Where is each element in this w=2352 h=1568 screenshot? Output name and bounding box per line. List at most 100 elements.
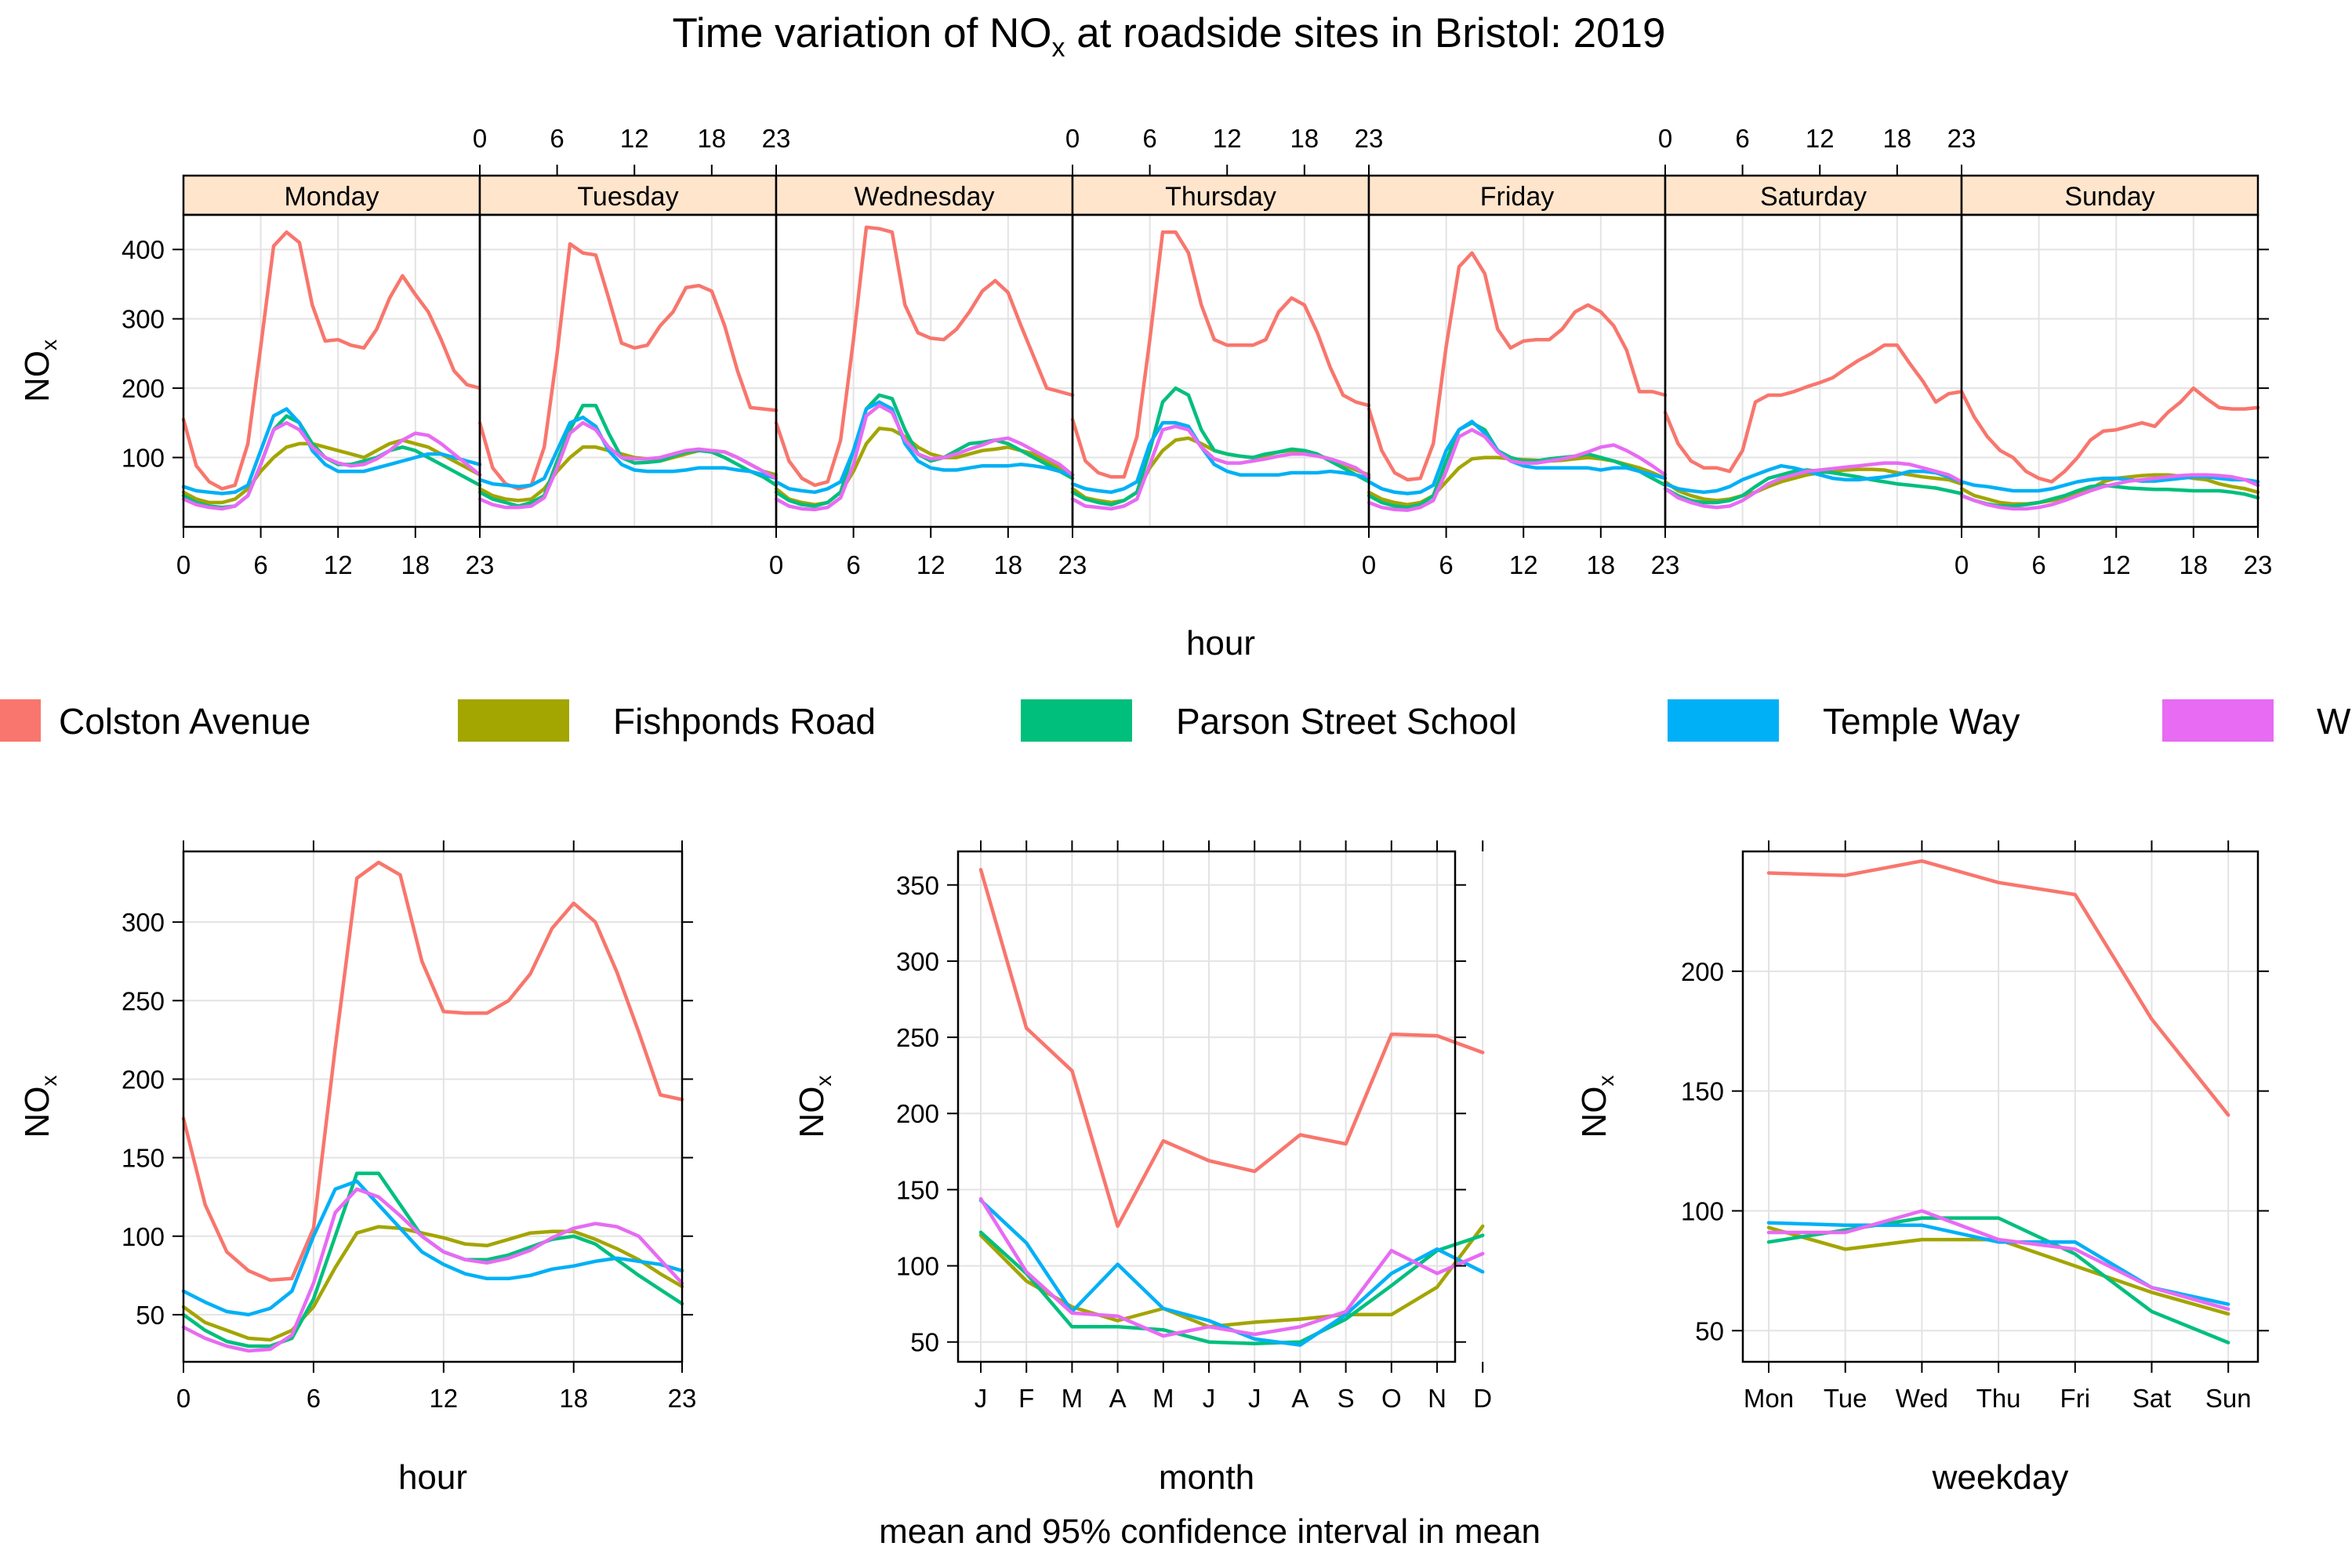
series-fishponds-road-monday <box>181 438 482 505</box>
series-parson-street-school-friday <box>1367 421 1668 510</box>
x-axis-label: hour <box>398 1458 467 1497</box>
series-colston-avenue <box>181 860 684 1283</box>
strip-saturday <box>1664 174 1963 216</box>
legend: Colston Avenue Fishponds Road Parson Stree… <box>0 699 2351 742</box>
y-tick-label: 350 <box>896 871 939 900</box>
x-tick-label: 23 <box>1651 550 1680 579</box>
x-tick-label: M <box>1152 1384 1174 1413</box>
panel-frame-wednesday <box>775 213 1074 528</box>
x-tick-label: 0 <box>1065 124 1080 153</box>
y-tick-label: 100 <box>896 1252 939 1281</box>
x-tick-label: 23 <box>762 124 791 153</box>
caption: mean and 95% confidence interval in mean <box>879 1512 1541 1551</box>
x-tick-label: 18 <box>1290 124 1319 153</box>
x-tick-label: 0 <box>176 1384 191 1413</box>
y-axis-label: NOx <box>18 1076 61 1138</box>
x-tick-label: 6 <box>550 124 564 153</box>
series-parson-street-school <box>978 1230 1485 1345</box>
series-fishponds-road <box>181 1225 684 1342</box>
series-temple-way-sunday <box>1959 475 2260 493</box>
strip-label-friday: Friday <box>1480 182 1554 212</box>
series-temple-way-monday <box>181 407 482 495</box>
x-tick-label: 6 <box>846 550 860 579</box>
y-tick-label: 300 <box>122 908 165 937</box>
panel-frame <box>1741 850 2259 1363</box>
x-tick-label: Thu <box>1976 1384 2021 1413</box>
x-tick-label: 23 <box>466 550 495 579</box>
x-tick-label: 23 <box>1355 124 1384 153</box>
y-axis-label-main: NO <box>18 350 56 402</box>
series-colston-avenue-saturday <box>1663 343 1964 474</box>
x-tick-label: 6 <box>307 1384 321 1413</box>
y-tick-label: 300 <box>122 305 165 334</box>
x-tick-label: M <box>1062 1384 1083 1413</box>
x-tick-label: 0 <box>769 550 783 579</box>
y-tick-label: 150 <box>896 1175 939 1204</box>
strip-label-thursday: Thursday <box>1165 182 1276 212</box>
x-tick-label: 23 <box>1947 124 1976 153</box>
series-wells-road-wednesday <box>774 403 1075 512</box>
x-axis-label: month <box>1159 1458 1254 1497</box>
x-tick-label: Tue <box>1824 1384 1867 1413</box>
hour-panel: 50 100 150 200 250 300 0 6 12 18 23 hour NOx <box>18 840 696 1497</box>
x-tick-label: 0 <box>473 124 487 153</box>
panel-frame-tuesday <box>478 213 778 528</box>
x-tick-label: 18 <box>401 550 430 579</box>
x-tick-label: 6 <box>1439 550 1453 579</box>
legend-label-temple-way: Temple Way <box>1823 701 2020 742</box>
legend-swatch-colston-avenue <box>0 699 41 742</box>
series-temple-way-thursday <box>1070 421 1371 495</box>
strip-monday <box>182 174 481 216</box>
x-tick-label: Fri <box>2060 1384 2090 1413</box>
x-tick-label: S <box>1338 1384 1355 1413</box>
y-axis-label-sub: x <box>37 1076 61 1087</box>
y-tick-label: 50 <box>136 1301 165 1330</box>
strip-label-monday: Monday <box>285 182 379 212</box>
y-tick-label: 150 <box>122 1144 165 1173</box>
x-tick-label: 12 <box>1806 124 1835 153</box>
x-tick-label: 23 <box>668 1384 697 1413</box>
x-tick-label: F <box>1018 1384 1034 1413</box>
x-axis-label: hour <box>1186 624 1255 662</box>
legend-swatch-fishponds-road <box>458 699 569 742</box>
y-tick-label: 200 <box>896 1099 939 1128</box>
y-axis-label-sub: x <box>37 339 61 350</box>
series-wells-road <box>1766 1209 2230 1312</box>
series-colston-avenue <box>1766 858 2230 1117</box>
x-tick-label: 23 <box>1058 550 1087 579</box>
y-axis-label: NOx <box>793 1076 836 1138</box>
y-tick-label: 50 <box>910 1328 939 1357</box>
x-tick-label: J <box>975 1384 988 1413</box>
x-tick-label: 12 <box>620 124 649 153</box>
series-colston-avenue <box>978 868 1485 1229</box>
x-tick-label: 6 <box>2031 550 2045 579</box>
x-tick-label: 6 <box>1735 124 1749 153</box>
x-tick-label: 0 <box>1955 550 1969 579</box>
series-colston-avenue-monday <box>181 230 482 491</box>
x-tick-label: 0 <box>176 550 191 579</box>
x-tick-label: 12 <box>2102 550 2131 579</box>
y-axis-label-main: NO <box>1575 1087 1613 1138</box>
x-tick-label: Wed <box>1896 1384 1948 1413</box>
series-wells-road <box>978 1196 1485 1338</box>
y-tick-label: 250 <box>122 986 165 1015</box>
x-tick-label: N <box>1428 1384 1446 1413</box>
x-tick-label: Mon <box>1744 1384 1794 1413</box>
y-tick-label: 100 <box>122 1222 165 1251</box>
strip-label-wednesday: Wednesday <box>855 182 995 212</box>
legend-label-fishponds-road: Fishponds Road <box>613 701 876 742</box>
y-axis-label: NOx <box>18 339 61 402</box>
y-tick-label: 100 <box>122 444 165 473</box>
series-wells-road-tuesday <box>477 421 779 510</box>
chart-title-main: Time variation of NO <box>673 10 1052 56</box>
chart-title-sub: x <box>1052 33 1065 63</box>
chart-title: Time variation of NOx at roadside sites … <box>673 10 1666 63</box>
x-tick-label: 18 <box>2179 550 2208 579</box>
x-tick-label: 12 <box>1213 124 1242 153</box>
y-tick-label: 250 <box>896 1023 939 1052</box>
x-tick-label: J <box>1203 1384 1216 1413</box>
series-parson-street-school-tuesday <box>477 403 779 508</box>
x-tick-label: A <box>1291 1384 1308 1413</box>
x-tick-label: 6 <box>1142 124 1156 153</box>
